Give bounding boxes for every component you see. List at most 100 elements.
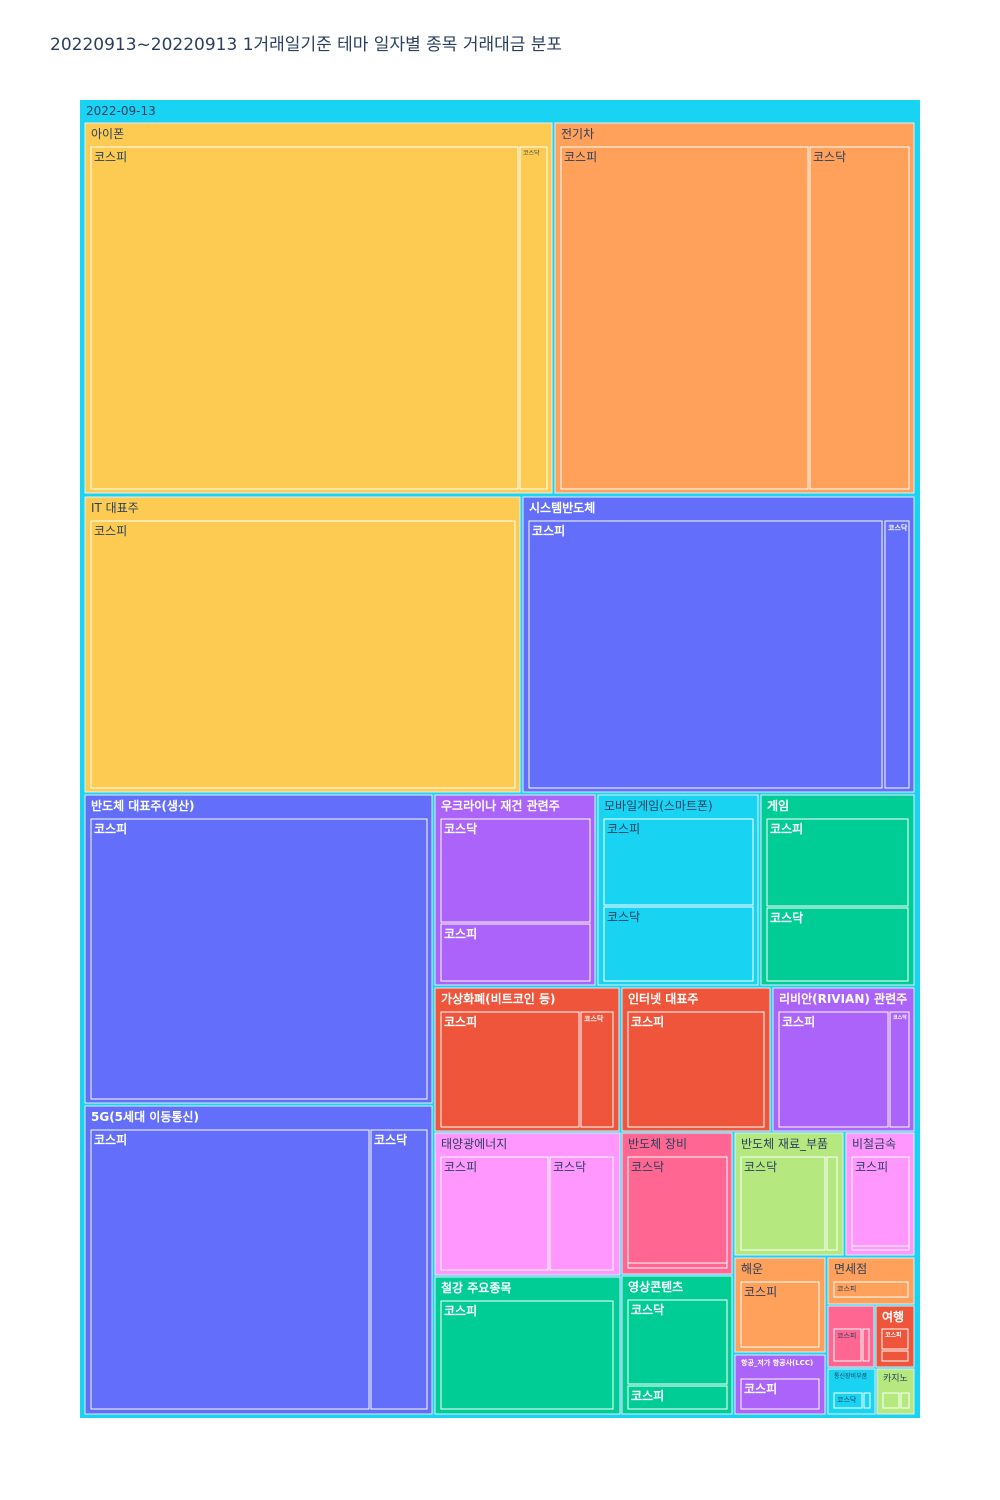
theme-2-child-0-label: 코스피 — [94, 524, 127, 538]
theme-3-child-1-label: 코스닥 — [888, 523, 908, 532]
theme-6-label: 우크라이나 재건 관련주 — [441, 798, 560, 813]
theme-3-child-0-tile[interactable] — [528, 520, 883, 789]
theme-4-child-0-label: 코스피 — [94, 821, 127, 836]
theme-21-child-0-label: 코스피 — [885, 1331, 902, 1339]
theme-6-child-0-tile[interactable] — [440, 818, 591, 923]
theme-3-child-1-tile[interactable] — [884, 520, 910, 789]
theme-20-child-1-tile[interactable] — [862, 1328, 870, 1362]
theme-3-label: 시스템반도체 — [529, 500, 595, 515]
theme-3-child-0-label: 코스피 — [532, 523, 565, 538]
theme-15-child-0-label: 코스닥 — [631, 1302, 664, 1317]
chart-title: 20220913~20220913 1거래일기준 테마 일자별 종목 거래대금 … — [50, 35, 563, 55]
theme-5-child-0-label: 코스피 — [94, 1132, 127, 1147]
theme-15-child-1-label: 코스피 — [631, 1388, 664, 1403]
theme-11-label: 리비안(RIVIAN) 관련주 — [779, 991, 907, 1006]
theme-13-child-0-label: 코스피 — [444, 1303, 477, 1318]
theme-7-child-0-label: 코스피 — [607, 822, 640, 836]
theme-6-child-1-tile[interactable] — [440, 923, 591, 982]
theme-8-child-1-tile[interactable] — [766, 907, 909, 982]
theme-2-label: IT 대표주 — [91, 501, 139, 515]
theme-13-child-0-tile[interactable] — [440, 1300, 614, 1410]
theme-15-label: 영상콘텐츠 — [628, 1279, 683, 1294]
theme-9-label: 가상화폐(비트코인 등) — [441, 991, 556, 1006]
theme-12-label: 태양광에너지 — [441, 1137, 507, 1151]
theme-21-label: 여행 — [882, 1309, 904, 1324]
theme-4-child-0-tile[interactable] — [90, 818, 428, 1100]
theme-1-child-1-tile[interactable] — [809, 146, 910, 490]
theme-1-child-0-label: 코스피 — [564, 150, 597, 164]
theme-14-child-1-tile[interactable] — [627, 1262, 728, 1269]
theme-23-child-1-tile[interactable] — [863, 1392, 871, 1409]
theme-0-child-0-label: 코스피 — [94, 150, 127, 164]
theme-23-label: 통신장비부품 — [834, 1372, 868, 1380]
theme-11-child-1-tile[interactable] — [889, 1011, 910, 1128]
theme-14-child-0-tile[interactable] — [627, 1156, 728, 1264]
theme-24-label: 카지노 — [883, 1373, 908, 1384]
theme-18-child-0-tile[interactable] — [740, 1281, 820, 1348]
theme-22-child-0-tile[interactable] — [740, 1378, 820, 1410]
theme-18-label: 해운 — [741, 1262, 763, 1276]
theme-15-child-1-tile[interactable] — [627, 1385, 728, 1410]
theme-9-child-0-tile[interactable] — [440, 1011, 580, 1128]
theme-18-child-0-label: 코스피 — [744, 1285, 777, 1299]
theme-8-child-1-label: 코스닥 — [770, 910, 803, 925]
theme-1-child-0-tile[interactable] — [560, 146, 809, 490]
theme-24-child-1-tile[interactable] — [900, 1392, 910, 1409]
theme-10-child-0-tile[interactable] — [627, 1011, 765, 1128]
theme-24-child-0-tile[interactable] — [882, 1392, 900, 1409]
theme-17-child-0-tile[interactable] — [851, 1156, 910, 1247]
theme-2-child-0-tile[interactable] — [90, 520, 516, 789]
theme-7-child-1-label: 코스닥 — [607, 910, 640, 924]
theme-6-child-1-label: 코스피 — [444, 926, 477, 941]
theme-9-child-1-tile[interactable] — [580, 1011, 614, 1128]
theme-0-label: 아이폰 — [91, 127, 124, 141]
theme-11-child-0-label: 코스피 — [782, 1014, 815, 1029]
theme-19-label: 면세점 — [834, 1262, 867, 1276]
theme-23-child-0-label: 코스닥 — [837, 1395, 857, 1404]
theme-0-child-1-label: 코스닥 — [523, 150, 540, 157]
theme-14-child-0-label: 코스닥 — [631, 1160, 664, 1174]
theme-19-child-0-tile[interactable] — [833, 1281, 909, 1298]
theme-17-label: 비철금속 — [852, 1137, 896, 1151]
theme-8-label: 게임 — [767, 799, 789, 813]
theme-20-child-0-label: 코스피 — [837, 1331, 856, 1340]
theme-16-label: 반도체 재료_부품 — [741, 1137, 828, 1151]
theme-16-child-0-tile[interactable] — [740, 1156, 826, 1251]
theme-20-child-0-tile[interactable] — [833, 1328, 862, 1362]
theme-16-child-0-label: 코스닥 — [744, 1160, 777, 1174]
theme-7-label: 모바일게임(스마트폰) — [604, 799, 713, 813]
theme-16-child-1-tile[interactable] — [826, 1156, 838, 1251]
theme-7-child-0-tile[interactable] — [603, 818, 754, 906]
theme-12-child-1-tile[interactable] — [549, 1156, 614, 1271]
theme-1-child-1-label: 코스닥 — [813, 150, 846, 164]
theme-0-child-1-tile[interactable] — [519, 146, 548, 490]
theme-5-child-1-label: 코스닥 — [374, 1132, 407, 1147]
theme-9-child-0-label: 코스피 — [444, 1014, 477, 1029]
theme-1-label: 전기차 — [561, 127, 594, 141]
theme-9-child-1-label: 코스닥 — [584, 1014, 604, 1023]
theme-5-label: 5G(5세대 이동통신) — [91, 1109, 199, 1124]
theme-12-child-0-label: 코스피 — [444, 1160, 477, 1174]
theme-8-child-0-tile[interactable] — [766, 818, 909, 907]
theme-4-label: 반도체 대표주(생산) — [91, 798, 194, 813]
theme-12-child-1-label: 코스닥 — [553, 1160, 586, 1174]
theme-8-child-0-label: 코스피 — [770, 821, 803, 836]
theme-11-child-0-tile[interactable] — [778, 1011, 889, 1128]
theme-14-label: 반도체 장비 — [628, 1137, 687, 1151]
theme-10-label: 인터넷 대표주 — [628, 991, 698, 1006]
theme-23-child-0-tile[interactable] — [833, 1392, 863, 1409]
theme-5-child-1-tile[interactable] — [370, 1129, 428, 1410]
theme-5-child-0-tile[interactable] — [90, 1129, 370, 1410]
theme-21-child-1-tile[interactable] — [881, 1350, 909, 1362]
theme-15-child-0-tile[interactable] — [627, 1299, 728, 1385]
theme-7-child-1-tile[interactable] — [603, 906, 754, 982]
theme-17-child-0-label: 코스피 — [855, 1160, 888, 1174]
theme-19-child-0-label: 코스피 — [837, 1284, 856, 1293]
theme-17-child-1-tile[interactable] — [851, 1245, 910, 1251]
root-label: 2022-09-13 — [86, 104, 156, 118]
theme-21-child-0-tile[interactable] — [881, 1328, 909, 1350]
theme-11-child-1-label: 코스닥 — [893, 1014, 907, 1021]
theme-12-child-0-tile[interactable] — [440, 1156, 549, 1271]
theme-0-child-0-tile[interactable] — [90, 146, 519, 490]
